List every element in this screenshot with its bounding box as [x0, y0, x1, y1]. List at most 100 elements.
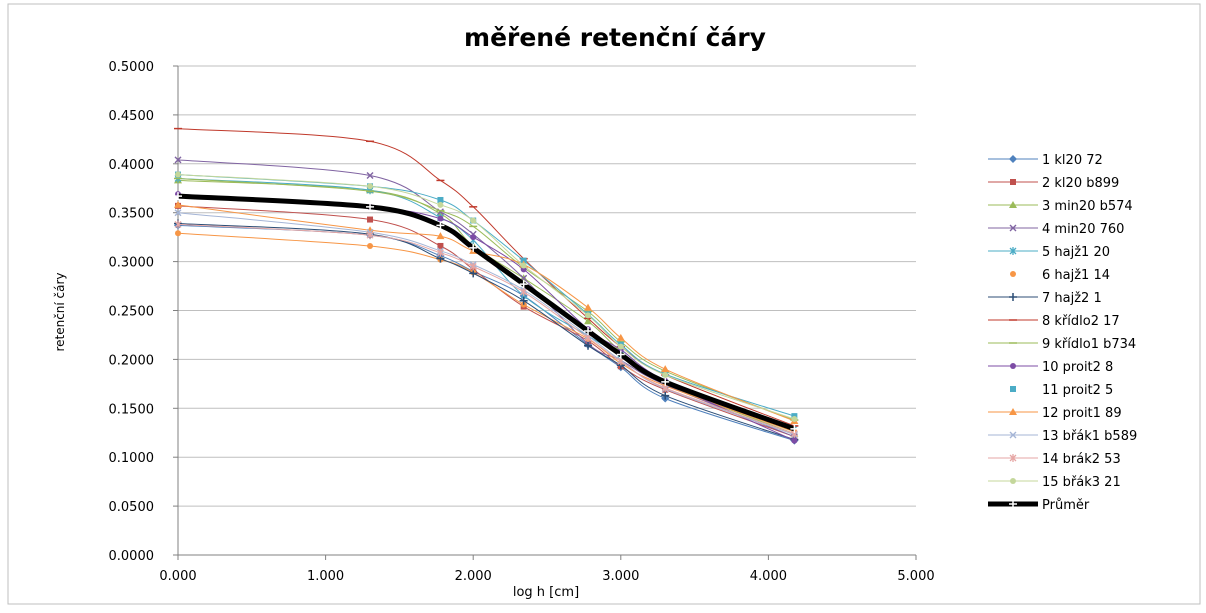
x-tick-label: 0.000: [159, 569, 196, 584]
legend-item: Průměr: [988, 498, 1090, 513]
legend-marker: [1009, 431, 1017, 439]
data-point: [174, 156, 182, 164]
series-16: [174, 192, 799, 433]
data-point: [519, 280, 528, 289]
data-point: [661, 391, 670, 400]
legend-item: 15 břák3 21: [988, 475, 1121, 490]
x-tick-label: 3.000: [602, 569, 639, 584]
legend-marker: [1010, 478, 1016, 484]
y-tick-label: 0.0500: [109, 500, 155, 515]
data-point: [175, 171, 181, 178]
chart-title: měřené retenční čáry: [464, 23, 766, 52]
legend-marker: [1009, 500, 1017, 508]
legend-label: 5 hajž1 20: [1042, 245, 1110, 260]
data-point: [662, 372, 669, 379]
y-tick-label: 0.4000: [109, 158, 155, 173]
data-point: [469, 269, 478, 278]
legend-item: 4 min20 760: [988, 222, 1124, 237]
legend-marker: [1009, 408, 1017, 415]
legend-item: 8 křídlo2 17: [988, 314, 1120, 329]
legend-marker: [1009, 155, 1017, 163]
chart-border: [7, 3, 1201, 605]
data-point: [437, 242, 444, 249]
data-point: [661, 377, 670, 386]
data-point: [584, 303, 593, 311]
legend-marker: [1009, 293, 1017, 301]
data-point: [617, 343, 624, 350]
legend-label: 3 min20 b574: [1042, 199, 1133, 214]
legend-marker: [1010, 271, 1016, 277]
legend-marker: [1010, 386, 1016, 392]
x-tick-label: 1.000: [307, 569, 344, 584]
data-point: [437, 196, 444, 203]
data-point: [174, 192, 182, 201]
legend: 1 kl20 72 2 kl20 b899 3 min20 b574 4 min20 …: [988, 153, 1137, 513]
y-tick-label: 0.1500: [109, 402, 155, 417]
data-point: [519, 296, 528, 305]
legend-label: 2 kl20 b899: [1042, 176, 1119, 191]
data-point: [661, 365, 670, 373]
series-15: [175, 171, 798, 423]
y-axis-label: retenční čáry: [53, 272, 67, 351]
legend-marker: [1009, 224, 1017, 232]
legend-item: 9 křídlo1 b734: [988, 337, 1136, 352]
legend-label: 6 hajž1 14: [1042, 268, 1110, 283]
legend-item: 6 hajž1 14: [1010, 268, 1110, 283]
y-tick-label: 0.3000: [109, 256, 155, 271]
legend-item: 13 břák1 b589: [988, 429, 1137, 444]
x-tick-label: 5.000: [897, 569, 934, 584]
data-point: [470, 234, 477, 241]
legend-label: 4 min20 760: [1042, 222, 1124, 237]
y-tick-label: 0.2500: [109, 305, 155, 320]
data-point: [584, 333, 592, 342]
data-point: [470, 217, 477, 224]
data-point: [790, 424, 799, 433]
y-tick-label: 0.2000: [109, 353, 155, 368]
legend-label: 14 brák2 53: [1042, 452, 1121, 467]
data-point: [366, 202, 375, 211]
legend-label: 10 proit2 8: [1042, 360, 1113, 375]
legend-marker: [1009, 201, 1017, 208]
data-point: [367, 216, 374, 223]
legend-label: 15 břák3 21: [1042, 475, 1121, 490]
legend-label: 12 proit1 89: [1042, 406, 1122, 421]
legend-label: 9 křídlo1 b734: [1042, 337, 1136, 352]
legend-marker: [1010, 363, 1016, 369]
legend-label: 7 hajž2 1: [1042, 291, 1102, 306]
legend-item: 7 hajž2 1: [988, 291, 1102, 306]
data-point: [367, 183, 374, 190]
data-point: [436, 248, 444, 257]
legend-item: 1 kl20 72: [988, 153, 1103, 168]
data-point: [585, 312, 592, 319]
legend-item: 5 hajž1 20: [988, 245, 1110, 260]
data-point: [584, 341, 593, 350]
y-tick-label: 0.1000: [109, 451, 155, 466]
series-layer: [174, 127, 799, 445]
data-point: [366, 172, 374, 180]
data-point: [520, 262, 527, 269]
data-point: [616, 333, 625, 341]
data-point: [366, 231, 374, 240]
legend-item: 2 kl20 b899: [988, 176, 1119, 191]
series-14: [174, 220, 798, 438]
data-point: [584, 327, 593, 336]
legend-item: 12 proit1 89: [988, 406, 1122, 421]
x-tick-label: 4.000: [750, 569, 787, 584]
data-point: [469, 262, 477, 271]
x-tick-label: 2.000: [455, 569, 492, 584]
legend-item: 3 min20 b574: [988, 199, 1133, 214]
legend-marker: [1010, 179, 1016, 185]
data-point: [584, 317, 593, 325]
data-point: [616, 350, 625, 359]
data-point: [174, 209, 182, 217]
legend-label: 13 břák1 b589: [1042, 429, 1137, 444]
data-point: [617, 357, 625, 366]
legend-label: 8 křídlo2 17: [1042, 314, 1120, 329]
data-point: [791, 416, 798, 423]
data-point: [174, 220, 182, 229]
legend-label: Průměr: [1042, 498, 1090, 513]
data-point: [469, 243, 478, 252]
data-point: [175, 230, 181, 237]
legend-marker: [1009, 247, 1017, 255]
